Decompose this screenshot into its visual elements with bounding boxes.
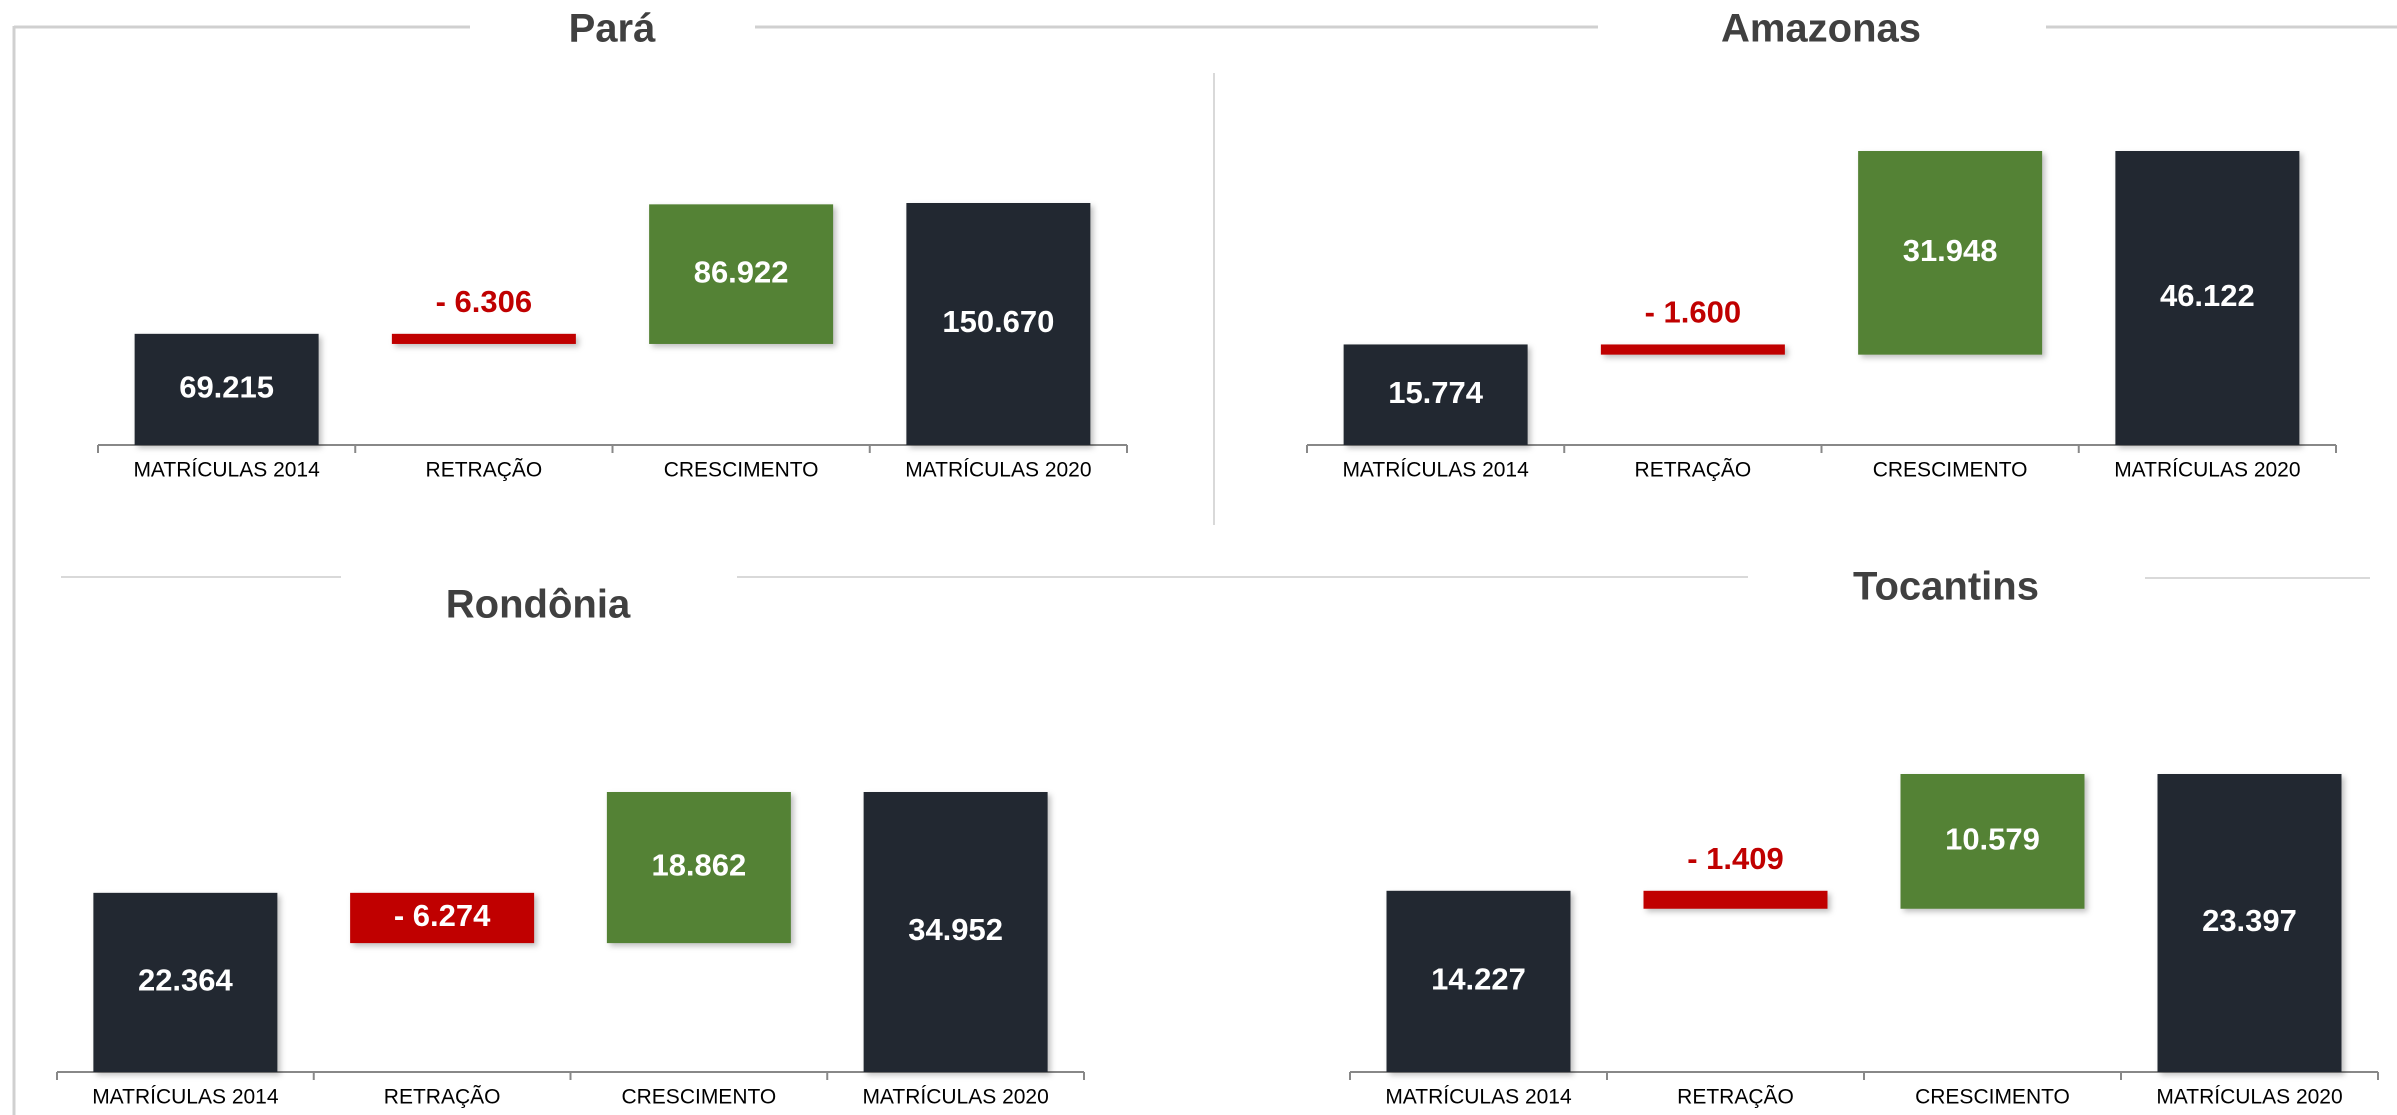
- chart-title: Rondônia: [446, 583, 631, 627]
- x-tick-label: MATRÍCULAS 2014: [1342, 459, 1529, 482]
- x-tick-label: CRESCIMENTO: [1915, 1086, 2070, 1109]
- bar: [906, 203, 1091, 445]
- data-label: 23.397: [2202, 903, 2297, 938]
- x-tick-label: MATRÍCULAS 2020: [905, 459, 1091, 482]
- data-label: 10.579: [1945, 822, 2040, 857]
- x-tick-label: RETRAÇÃO: [384, 1085, 501, 1109]
- bar: [350, 892, 535, 944]
- bar: [134, 333, 319, 445]
- x-tick-label: MATRÍCULAS 2020: [2114, 459, 2300, 482]
- data-label: 18.862: [651, 848, 746, 883]
- data-label: 15.774: [1388, 375, 1484, 410]
- data-label: 86.922: [694, 254, 789, 289]
- data-label: 150.670: [942, 304, 1054, 339]
- chart-title: Pará: [569, 7, 656, 51]
- x-tick-label: RETRAÇÃO: [1677, 1085, 1794, 1109]
- bar: [606, 792, 791, 944]
- data-label: 69.215: [179, 370, 274, 405]
- x-tick-label: RETRAÇÃO: [426, 458, 543, 482]
- data-label: 34.952: [908, 912, 1003, 947]
- bar: [1343, 344, 1528, 445]
- x-tick-label: MATRÍCULAS 2014: [1385, 1086, 1572, 1109]
- data-label: 22.364: [138, 963, 234, 998]
- x-tick-label: MATRÍCULAS 2020: [2156, 1086, 2342, 1109]
- bar: [2157, 774, 2342, 1072]
- data-label: 46.122: [2160, 278, 2255, 313]
- bar: [93, 892, 278, 1072]
- x-tick-label: CRESCIMENTO: [621, 1086, 776, 1109]
- bar: [391, 333, 576, 344]
- data-label: - 6.306: [436, 284, 533, 319]
- bar: [863, 792, 1048, 1072]
- x-tick-label: RETRAÇÃO: [1635, 458, 1752, 482]
- x-tick-label: MATRÍCULAS 2020: [862, 1086, 1048, 1109]
- data-label: - 1.409: [1687, 841, 1784, 876]
- bar: [1900, 774, 2085, 909]
- x-tick-label: CRESCIMENTO: [664, 459, 819, 482]
- x-tick-label: MATRÍCULAS 2014: [133, 459, 320, 482]
- chart-title: Tocantins: [1853, 565, 2039, 609]
- data-label: - 1.600: [1645, 295, 1742, 330]
- bar: [1858, 151, 2043, 355]
- data-label: - 6.274: [394, 898, 491, 933]
- chart-title: Amazonas: [1721, 7, 1921, 51]
- x-tick-label: MATRÍCULAS 2014: [92, 1086, 279, 1109]
- bar: [649, 204, 834, 344]
- bar: [1600, 344, 1785, 355]
- bar: [2115, 151, 2300, 445]
- data-label: 31.948: [1903, 233, 1998, 268]
- bar: [1643, 890, 1828, 909]
- bar: [1386, 890, 1571, 1072]
- data-label: 14.227: [1431, 962, 1526, 997]
- x-tick-label: CRESCIMENTO: [1873, 459, 2028, 482]
